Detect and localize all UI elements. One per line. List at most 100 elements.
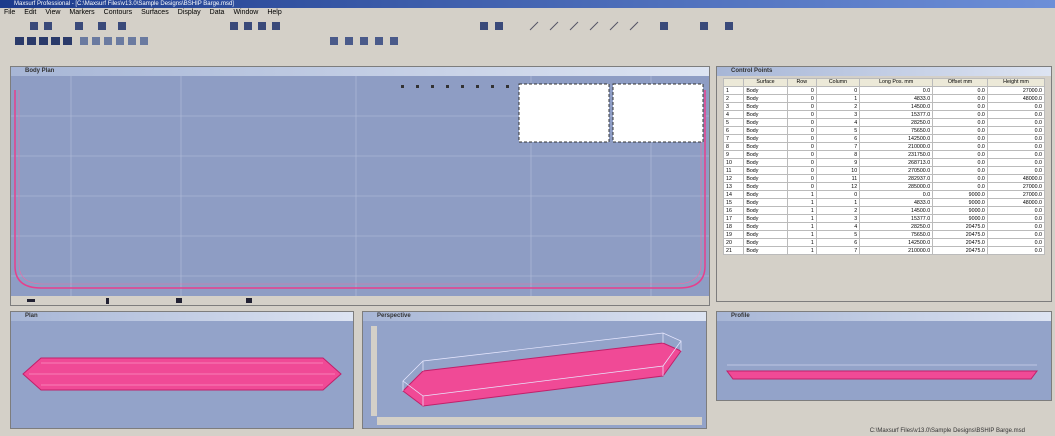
- table-cell: 0.0: [933, 135, 988, 143]
- table-cell: 4: [816, 119, 859, 127]
- table-cell: Body: [744, 151, 787, 159]
- menu-item[interactable]: Edit: [24, 8, 36, 18]
- table-cell: 285000.0: [860, 183, 933, 191]
- table-cell: Body: [744, 199, 787, 207]
- table-cell: 0: [787, 183, 816, 191]
- menu-item[interactable]: File: [4, 8, 15, 18]
- table-cell: 9000.0: [933, 215, 988, 223]
- table-cell: 0.0: [933, 183, 988, 191]
- table-cell: Body: [744, 159, 787, 167]
- table-cell: 1: [787, 239, 816, 247]
- plan-window[interactable]: Plan: [10, 311, 354, 429]
- table-cell: 6: [816, 135, 859, 143]
- table-cell: 0: [787, 103, 816, 111]
- menu-item[interactable]: Help: [267, 8, 281, 18]
- table-cell: 4833.0: [860, 199, 933, 207]
- table-cell: 20: [724, 239, 744, 247]
- table-cell: Body: [744, 175, 787, 183]
- column-header: Long Pos. mm: [860, 79, 933, 87]
- table-cell: 0.0: [987, 135, 1044, 143]
- table-cell: 9: [816, 159, 859, 167]
- table-cell: 14500.0: [860, 103, 933, 111]
- body-plan-view: [11, 76, 709, 296]
- menu-item[interactable]: View: [45, 8, 60, 18]
- table-cell: 20475.0: [933, 223, 988, 231]
- table-cell: 20475.0: [933, 239, 988, 247]
- table-cell: 1: [787, 231, 816, 239]
- table-cell: 27000.0: [987, 183, 1044, 191]
- table-cell: 16: [724, 207, 744, 215]
- table-cell: 1: [787, 247, 816, 255]
- body-plan-window[interactable]: Body Plan: [10, 66, 710, 306]
- status-tools: [11, 296, 709, 306]
- table-cell: 0: [787, 95, 816, 103]
- menu-item[interactable]: Contours: [104, 8, 132, 18]
- table-cell: 0.0: [987, 207, 1044, 215]
- menu-item[interactable]: Display: [178, 8, 201, 18]
- table-cell: 0.0: [987, 103, 1044, 111]
- window-title: Plan: [11, 312, 353, 321]
- table-cell: Body: [744, 119, 787, 127]
- menu-item[interactable]: Window: [233, 8, 258, 18]
- menu-item[interactable]: Markers: [69, 8, 94, 18]
- table-cell: 0: [787, 151, 816, 159]
- table-cell: 28250.0: [860, 223, 933, 231]
- table-cell: 9000.0: [933, 199, 988, 207]
- perspective-window[interactable]: Perspective: [362, 311, 707, 429]
- table-cell: 1: [787, 223, 816, 231]
- table-cell: Body: [744, 239, 787, 247]
- table-cell: 2: [816, 103, 859, 111]
- title-bar: Maxsurf Professional - [C:\Maxsurf Files…: [0, 0, 1055, 8]
- table-cell: 10: [816, 167, 859, 175]
- table-cell: 4: [724, 111, 744, 119]
- table-cell: 12: [816, 183, 859, 191]
- table-cell: 20475.0: [933, 247, 988, 255]
- table-cell: Body: [744, 103, 787, 111]
- table-cell: Body: [744, 135, 787, 143]
- table-cell: 18: [724, 223, 744, 231]
- table-cell: 0.0: [987, 151, 1044, 159]
- table-cell: 15377.0: [860, 111, 933, 119]
- table-cell: 7: [724, 135, 744, 143]
- menu-item[interactable]: Data: [210, 8, 225, 18]
- table-cell: 7: [816, 247, 859, 255]
- profile-view: [717, 321, 1051, 400]
- table-cell: 27000.0: [987, 191, 1044, 199]
- table-cell: 28250.0: [860, 119, 933, 127]
- table-cell: 5: [724, 119, 744, 127]
- app-screen: {"app_title": "Maxsurf Professional - [C…: [0, 0, 1055, 436]
- column-header: Offset mm: [933, 79, 988, 87]
- menu-item[interactable]: Surfaces: [141, 8, 169, 18]
- table-cell: 0: [787, 127, 816, 135]
- table-cell: Body: [744, 111, 787, 119]
- table-cell: Body: [744, 215, 787, 223]
- column-header: Height mm: [987, 79, 1044, 87]
- table-cell: 210000.0: [860, 247, 933, 255]
- table-cell: 14500.0: [860, 207, 933, 215]
- table-cell: 21: [724, 247, 744, 255]
- profile-window[interactable]: Profile: [716, 311, 1052, 401]
- table-cell: 0.0: [987, 223, 1044, 231]
